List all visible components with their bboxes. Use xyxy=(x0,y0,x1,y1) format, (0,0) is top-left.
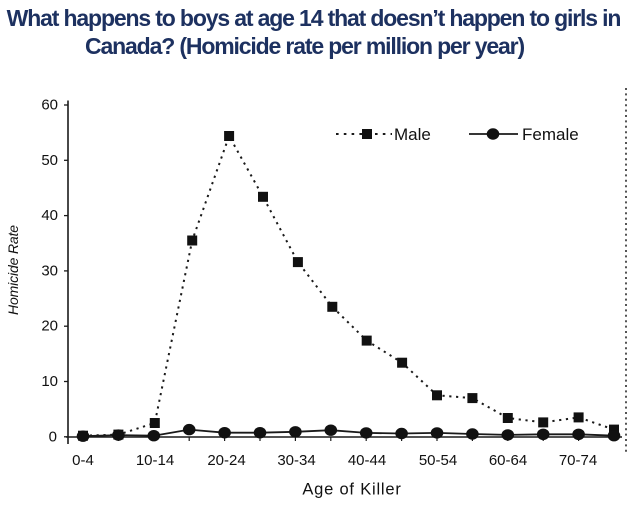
svg-text:30: 30 xyxy=(41,262,58,279)
svg-text:40-44: 40-44 xyxy=(348,452,386,469)
svg-text:40: 40 xyxy=(41,207,58,224)
svg-text:60: 60 xyxy=(41,97,58,114)
svg-text:50: 50 xyxy=(41,152,58,169)
svg-text:0-4: 0-4 xyxy=(72,452,94,469)
svg-text:0: 0 xyxy=(49,428,57,445)
svg-text:60-64: 60-64 xyxy=(489,452,527,469)
svg-text:50-54: 50-54 xyxy=(419,452,457,469)
svg-text:Male: Male xyxy=(394,125,431,144)
svg-text:30-34: 30-34 xyxy=(277,452,315,469)
svg-text:10-14: 10-14 xyxy=(136,452,174,469)
svg-text:20: 20 xyxy=(41,318,58,335)
svg-text:Female: Female xyxy=(522,125,579,144)
svg-text:Age of Killer: Age of Killer xyxy=(302,481,401,499)
svg-text:Homicide Rate: Homicide Rate xyxy=(5,225,21,315)
svg-text:70-74: 70-74 xyxy=(559,452,597,469)
svg-text:20-24: 20-24 xyxy=(207,452,245,469)
svg-text:10: 10 xyxy=(41,373,58,390)
